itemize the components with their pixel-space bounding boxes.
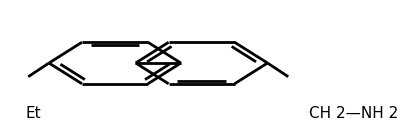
Text: Et: Et [26,105,41,121]
Text: CH 2—NH 2: CH 2—NH 2 [309,105,398,121]
